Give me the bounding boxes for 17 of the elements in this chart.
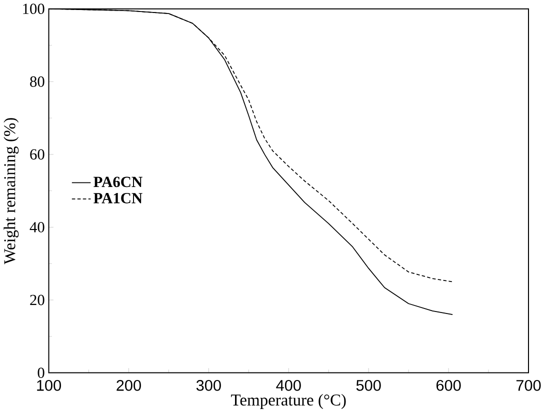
legend-label: PA6CN — [94, 176, 142, 188]
y-axis-title: Weight remaining (%) — [4, 118, 19, 264]
x-tick-label: 700 — [516, 380, 541, 392]
y-tick-label: 100 — [23, 4, 44, 14]
y-tick-label: 20 — [30, 294, 44, 306]
x-tick-label: 300 — [196, 380, 221, 392]
x-tick-label: 200 — [116, 380, 141, 392]
y-tick-label: 0 — [38, 368, 44, 378]
x-axis-title: Temperature (°C) — [231, 394, 346, 410]
y-tick-label: 40 — [30, 222, 44, 233]
x-tick-label: 400 — [276, 380, 301, 392]
y-tick-label: 60 — [30, 149, 44, 160]
legend-label: PA1CN — [94, 193, 142, 204]
x-tick-label: 100 — [37, 380, 61, 392]
x-tick-label: 600 — [436, 380, 461, 392]
x-tick-label: 500 — [356, 380, 381, 392]
y-tick-label: 80 — [30, 76, 44, 88]
